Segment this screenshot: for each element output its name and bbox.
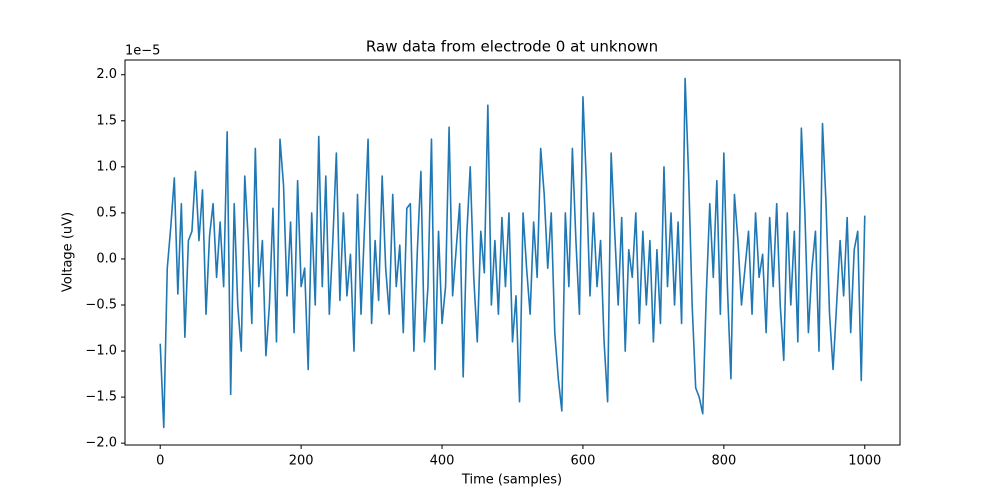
y-tick-label: 1.0 [96,159,117,174]
x-tick-label: 600 [571,454,596,469]
x-tick-label: 200 [289,454,314,469]
y-tick-label: −2.0 [85,436,117,451]
x-tick-label: 0 [156,454,164,469]
x-tick-label: 800 [711,454,736,469]
y-tick-label: −0.5 [85,298,117,313]
plot-frame [124,59,901,446]
y-tick-label: −1.0 [85,344,117,359]
data-line [159,77,866,429]
y-tick-label: −1.5 [85,390,117,405]
y-tick-label: 2.0 [96,67,117,82]
y-tick-label: 1.5 [96,113,117,128]
y-tick-label: 0.5 [96,205,117,220]
x-axis-label: Time (samples) [461,473,562,488]
y-offset-label: 1e−5 [125,44,160,59]
x-tick-label: 1000 [848,454,881,469]
y-tick-label: 0.0 [96,251,117,266]
x-tick-label: 400 [430,454,455,469]
chart-title: Raw data from electrode 0 at unknown [366,38,658,56]
y-axis-label: Voltage (uV) [61,212,76,292]
